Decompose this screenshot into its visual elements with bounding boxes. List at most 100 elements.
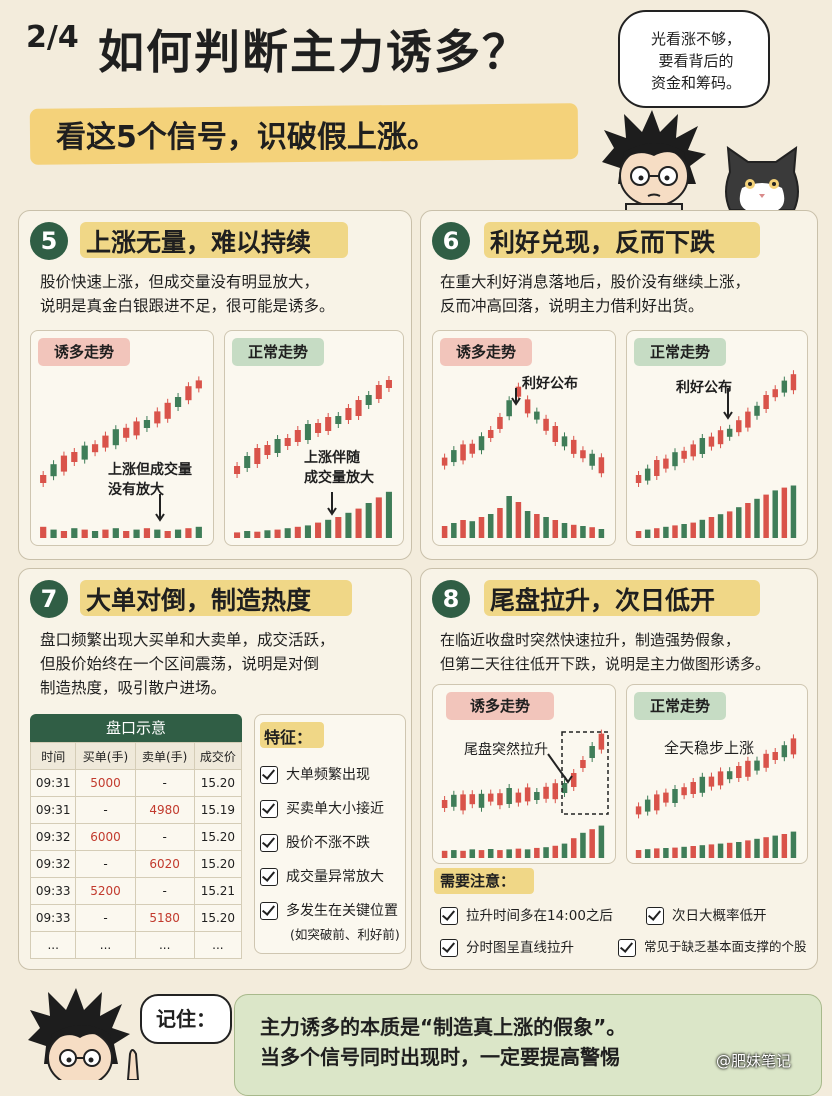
section-7-number: 7: [30, 580, 68, 618]
candle: [635, 471, 642, 487]
candle: [91, 440, 99, 457]
candle: [763, 749, 769, 772]
section-8-right-candles: [635, 734, 797, 858]
candle: [543, 782, 549, 803]
page-subtitle: 看这5个信号，识破假上涨。: [56, 120, 437, 155]
table-row: ............: [29, 931, 243, 959]
volume-bar: [543, 847, 549, 858]
table-row: 09:31-4980 15.19: [29, 796, 243, 824]
section-6-right-candles: [635, 370, 797, 538]
volume-bar: [635, 850, 642, 858]
candle: [654, 790, 660, 815]
section-6-left-tag: 诱多走势: [440, 338, 532, 366]
volume-bar: [570, 838, 577, 858]
candle: [335, 412, 342, 428]
volume-bar: [672, 525, 678, 538]
candle: [164, 398, 171, 423]
candle: [487, 789, 494, 806]
candle: [663, 788, 669, 807]
volume-bar: [143, 528, 151, 538]
table-cell: 5180: [134, 904, 195, 932]
candle: [254, 444, 261, 468]
candle: [195, 376, 202, 393]
volume-bar: [497, 508, 503, 538]
section-5-number: 5: [30, 222, 68, 260]
volume-bar: [736, 842, 742, 858]
volume-bar: [580, 526, 586, 538]
volume-bar: [790, 485, 797, 538]
section-5-right-chart: [224, 330, 404, 546]
watermark: @肥妹笔记: [716, 1052, 792, 1070]
checkbox-icon: [440, 907, 458, 925]
table-cell: 4980: [134, 796, 195, 824]
volume-bar: [441, 850, 448, 858]
note-item: 分时图呈直线拉升: [440, 936, 574, 957]
volume-bar: [365, 503, 372, 538]
candle: [123, 423, 130, 442]
section-7-title-highlight: [80, 580, 352, 616]
candle: [690, 778, 696, 798]
arrow-icon: [547, 753, 573, 784]
features-box: [254, 714, 406, 954]
candle: [506, 784, 512, 808]
candle: [534, 788, 540, 804]
checkbox-icon: [440, 939, 458, 957]
candle: [478, 432, 485, 455]
volume-bar: [754, 838, 760, 858]
candle: [441, 453, 448, 470]
candle: [726, 767, 733, 784]
volume-bar: [506, 496, 512, 538]
candle: [451, 446, 457, 467]
section-5-description: 股价快速上涨，但成交量没有明显放大， 说明是真金白银跟进不足，很可能是诱多。: [40, 273, 335, 315]
volume-bar: [497, 850, 503, 858]
volume-bar: [663, 848, 669, 858]
volume-bar: [781, 834, 788, 858]
candle: [50, 460, 57, 481]
volume-bar: [515, 848, 522, 858]
table-cell: 6000: [75, 823, 136, 851]
volume-bar: [589, 829, 595, 858]
table-cell: -: [134, 769, 195, 797]
checkbox-icon: [260, 902, 278, 920]
volume-bar: [772, 490, 778, 538]
checkbox-icon: [260, 868, 278, 886]
summary-band: [234, 994, 822, 1096]
cat-icon: [725, 145, 799, 211]
volume-bar: [654, 528, 660, 538]
volume-bar: [708, 517, 715, 538]
highlight-box: [561, 731, 609, 815]
section-8-right-annotation: 全天稳步上涨: [664, 739, 755, 757]
arrow-icon: [327, 492, 337, 516]
table-cell: 09:31: [29, 796, 77, 824]
volume-bar: [534, 847, 540, 858]
volume-bar: [284, 528, 291, 538]
section-5-right-candles: [234, 376, 392, 538]
summary-text: 主力诱多的本质是“制造真上涨的假象”。 当多个信号同时出现时，一定要提高警惕: [260, 1015, 627, 1069]
volume-bar: [644, 529, 651, 538]
table-cell: 5000: [75, 769, 136, 797]
volume-bar: [690, 846, 696, 858]
section-8-title: 尾盘拉升，次日低开: [490, 586, 716, 615]
candle: [561, 779, 568, 797]
candle: [561, 432, 568, 451]
section-6-left-chart: [432, 330, 616, 546]
volume-bar: [726, 511, 733, 538]
volume-bar: [60, 531, 68, 538]
section-5-left-chart: [30, 330, 214, 546]
cartoon-boy-and-cat-illustration: [602, 110, 799, 218]
candle: [580, 446, 586, 463]
volume-bar: [699, 519, 706, 538]
candle: [524, 783, 531, 806]
arrow-icon: [511, 388, 521, 406]
section-8-left-annotation: 尾盘突然拉升: [464, 742, 548, 758]
volume-bar: [598, 825, 605, 858]
col-sell: 卖单(手): [134, 742, 195, 770]
candle: [745, 756, 751, 781]
candle: [506, 396, 512, 421]
section-6-title: 利好兑现，反而下跌: [490, 228, 716, 257]
candle: [736, 762, 742, 782]
volume-bar: [375, 497, 382, 538]
candle: [708, 432, 715, 451]
volume-bar: [345, 512, 352, 538]
volume-bar: [561, 843, 568, 858]
